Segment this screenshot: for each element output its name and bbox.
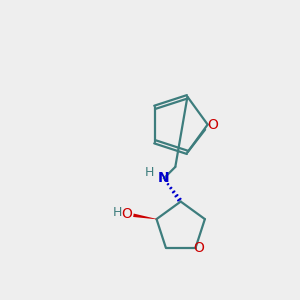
Text: O: O (208, 118, 218, 131)
Text: H: H (145, 166, 154, 179)
Polygon shape (133, 214, 157, 219)
Text: O: O (193, 241, 204, 255)
Text: N: N (158, 172, 170, 185)
Text: O: O (121, 208, 132, 221)
Text: H: H (112, 206, 122, 219)
